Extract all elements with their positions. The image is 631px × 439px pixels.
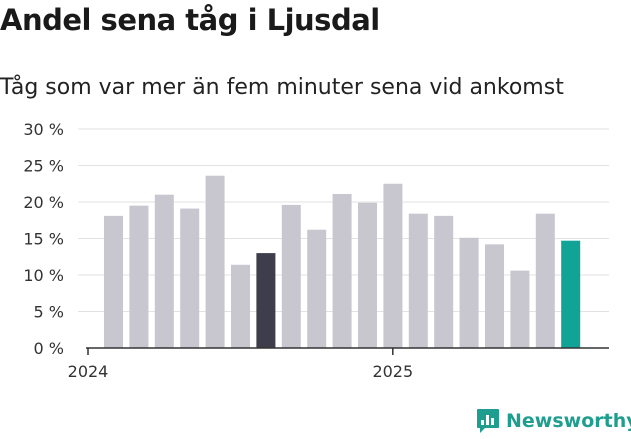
y-tick-label: 5 %	[34, 303, 64, 322]
bar	[180, 208, 200, 348]
x-tick-label: 2024	[68, 362, 109, 381]
bar	[307, 229, 327, 348]
bar	[104, 215, 123, 348]
chart-subtitle: Tåg som var mer än fem minuter sena vid …	[0, 75, 564, 100]
bar	[358, 202, 377, 348]
y-tick-label: 30 %	[23, 120, 64, 139]
bar	[510, 270, 530, 348]
brand-name: Newsworthy	[506, 410, 631, 432]
y-tick-label: 15 %	[23, 230, 64, 249]
bar	[485, 244, 504, 348]
y-tick-label: 10 %	[23, 266, 64, 285]
y-tick-label: 20 %	[23, 193, 64, 212]
bar	[383, 183, 403, 348]
bar	[332, 193, 352, 348]
bar	[434, 215, 454, 348]
bar	[535, 213, 555, 348]
bar	[129, 205, 149, 348]
bar	[408, 213, 428, 348]
chart-title: Andel sena tåg i Ljusdal	[0, 3, 380, 37]
bar	[459, 237, 479, 348]
bar	[205, 175, 225, 348]
x-tick-label: 2025	[372, 362, 413, 381]
y-tick-label: 25 %	[23, 157, 64, 176]
bar	[231, 264, 250, 348]
newsworthy-logo: Newsworthy	[476, 408, 631, 434]
y-tick-label: 0 %	[34, 339, 64, 358]
chart-bubble-icon	[477, 409, 499, 433]
bar	[561, 240, 581, 348]
bar	[256, 253, 276, 348]
bar	[154, 194, 174, 348]
bar	[281, 204, 301, 348]
